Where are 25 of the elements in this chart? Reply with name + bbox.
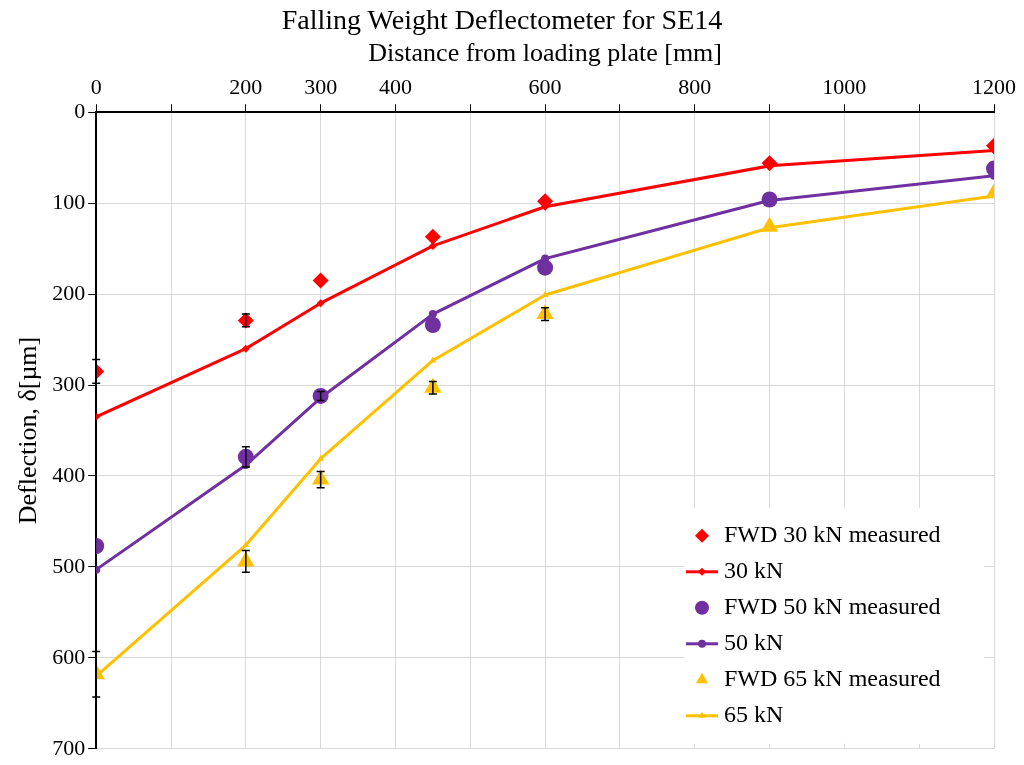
y-tick-label: 100	[52, 188, 86, 214]
x-tick-label: 1200	[972, 73, 1016, 99]
x-tick-label: 400	[378, 73, 412, 99]
x-tick-label: 800	[678, 73, 712, 99]
y-tick-label: 0	[74, 97, 86, 123]
legend-label: 65 kN	[724, 701, 784, 728]
y-tick-label: 400	[52, 461, 86, 487]
y-tick-label: 200	[52, 279, 86, 305]
x-tick-label: 600	[528, 73, 562, 99]
y-tick-label: 300	[52, 370, 86, 396]
chart-title: Falling Weight Deflectometer for SE14	[281, 4, 723, 36]
y-tick-label: 600	[52, 643, 86, 669]
legend-label: 50 kN	[724, 629, 784, 656]
x-tick-label: 0	[90, 73, 102, 99]
y-tick-label: 500	[52, 552, 86, 578]
x-tick-label: 300	[304, 73, 338, 99]
legend-label: 30 kN	[724, 557, 784, 584]
legend-label: FWD 65 kN measured	[724, 665, 941, 692]
legend-label: FWD 50 kN measured	[724, 593, 941, 620]
y-tick-label: 700	[52, 734, 86, 760]
legend-label: FWD 30 kN measured	[724, 521, 941, 548]
x-axis-title: Distance from loading plate [mm]	[368, 38, 722, 68]
x-tick-label: 200	[229, 73, 263, 99]
x-tick-label: 1000	[822, 73, 867, 99]
y-axis-title: Deflection, δ[µm]	[13, 336, 43, 525]
